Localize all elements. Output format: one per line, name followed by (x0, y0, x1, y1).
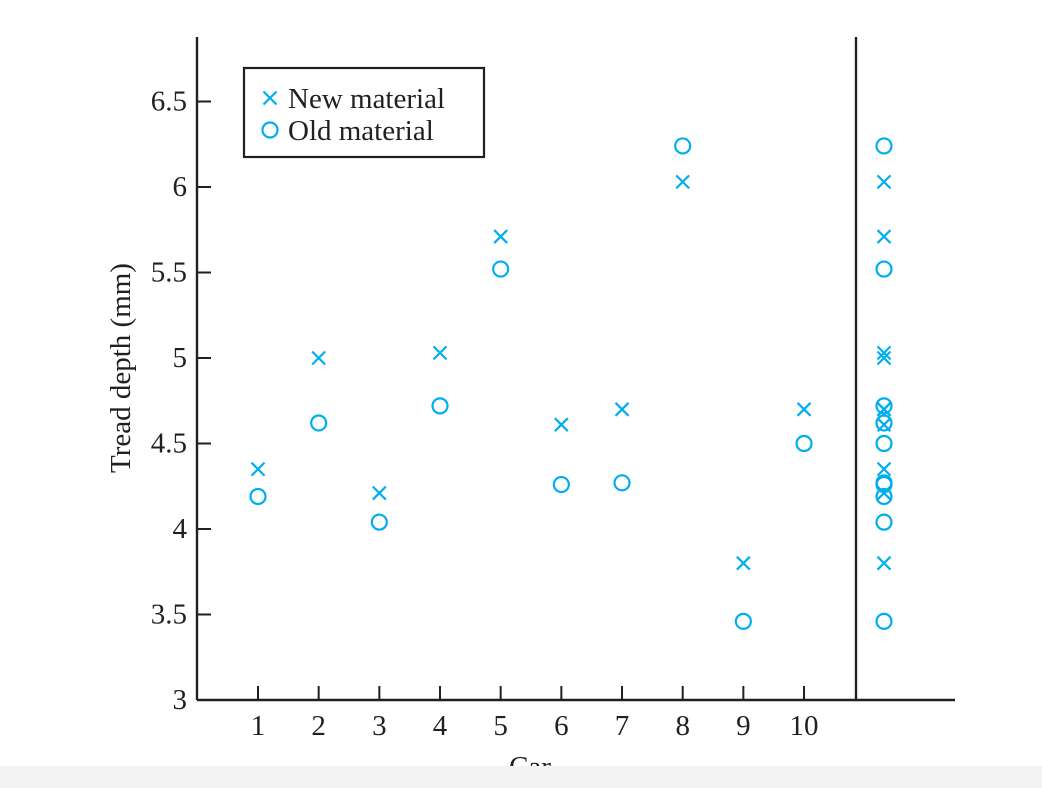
marginal-new-point (876, 174, 892, 190)
x-tick-label: 1 (251, 710, 266, 742)
marginal-old-point (875, 137, 893, 155)
x-tick-label: 8 (675, 710, 690, 742)
legend-label: New material (288, 83, 445, 115)
new-material-point (614, 402, 630, 417)
new-material-point (493, 229, 508, 244)
old-material-point (431, 397, 449, 415)
legend-new-marker (262, 90, 278, 106)
x-tick-label: 10 (790, 710, 819, 742)
y-tick-label: 4 (173, 513, 188, 545)
new-material-point (432, 345, 448, 361)
marginal-old-point (875, 260, 893, 278)
marginal-old-point (875, 487, 893, 506)
old-material-point (734, 612, 752, 630)
y-tick-label: 6.5 (151, 86, 187, 118)
old-material-point (674, 137, 692, 155)
new-material-point (250, 461, 266, 477)
legend-old-marker (261, 121, 279, 139)
axes (195, 37, 955, 702)
y-tick-label: 4.5 (151, 428, 187, 460)
legend-box (242, 66, 486, 159)
marginal-new-point (876, 229, 892, 244)
new-material-point (554, 417, 569, 432)
marginal-old-point (875, 474, 893, 492)
marginal-old-point (875, 434, 893, 453)
x-ticks: 1 2 3 4 5 6 7 8 9 10 (251, 686, 819, 742)
x-tick-label: 6 (554, 710, 569, 742)
legend-label: Old material (288, 115, 434, 147)
new-material-point (311, 350, 326, 366)
new-material-point (736, 555, 751, 571)
old-material-point (370, 513, 388, 531)
y-tick-label: 5.5 (151, 257, 187, 289)
marginal-new-point (876, 402, 892, 417)
old-material-point (310, 414, 328, 432)
x-tick-label: 3 (372, 710, 387, 742)
marginal-old-point (875, 513, 893, 531)
marginal-new-point (876, 345, 892, 361)
y-tick-label: 3.5 (151, 599, 187, 631)
x-tick-label: 5 (493, 710, 508, 742)
marginal-old-point (875, 612, 893, 630)
y-tick-label: 3 (173, 684, 188, 716)
marginal-old-point (875, 414, 893, 432)
new-material-point (796, 402, 812, 417)
footer-band (0, 766, 1042, 788)
y-tick-label: 6 (173, 171, 188, 203)
old-material-point (552, 475, 570, 494)
new-material-point (372, 485, 387, 501)
marginal-old-point (875, 397, 893, 415)
old-material-point (249, 487, 267, 506)
y-axis-label: Tread depth (mm) (105, 263, 137, 473)
marginal-new-point (876, 555, 892, 571)
x-tick-label: 4 (433, 710, 448, 742)
data-marks (249, 137, 813, 630)
x-tick-label: 2 (311, 710, 326, 742)
new-material-point (675, 174, 690, 190)
old-material-point (613, 474, 631, 492)
x-tick-label: 9 (736, 710, 751, 742)
x-tick-label: 7 (615, 710, 630, 742)
y-ticks: 3 3.5 4 4.5 5 5.5 6 6.5 (151, 86, 211, 716)
old-material-point (492, 260, 510, 278)
marginal-new-point (876, 461, 892, 477)
marginal-new-point (876, 350, 892, 366)
y-tick-label: 5 (173, 342, 188, 374)
marginal-panel (875, 137, 893, 630)
old-material-point (795, 434, 813, 453)
